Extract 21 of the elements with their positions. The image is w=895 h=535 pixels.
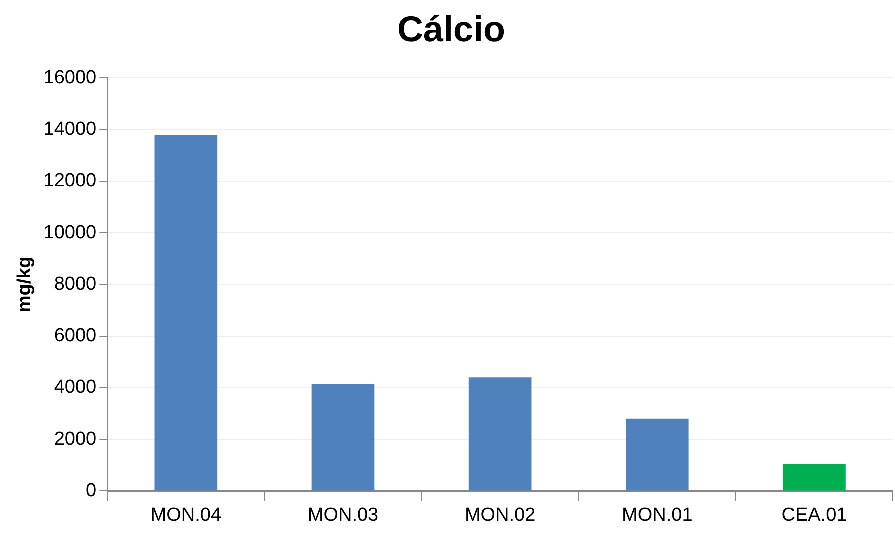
bar bbox=[468, 378, 532, 491]
x-tick-label: MON.04 bbox=[150, 504, 222, 526]
y-axis-title: mg/kg bbox=[14, 256, 36, 313]
y-tick-label: 16000 bbox=[44, 67, 97, 88]
y-tick-label: 2000 bbox=[54, 428, 97, 450]
y-tick-label: 8000 bbox=[54, 274, 97, 295]
x-tick-label: MON.03 bbox=[308, 504, 379, 526]
y-tick-label: 10000 bbox=[44, 222, 97, 244]
bar bbox=[312, 384, 375, 491]
y-tick-label: 0 bbox=[86, 480, 97, 502]
x-tick-label: MON.02 bbox=[464, 504, 536, 526]
chart-title: Cálcio bbox=[397, 8, 506, 50]
x-tick-label: MON.01 bbox=[622, 504, 693, 526]
y-tick-label: 12000 bbox=[44, 170, 97, 192]
bar bbox=[626, 418, 689, 491]
bar bbox=[783, 464, 846, 491]
y-tick-label: 14000 bbox=[44, 119, 97, 140]
y-tick-label: 6000 bbox=[54, 326, 97, 347]
y-tick-label: 4000 bbox=[54, 377, 97, 398]
x-tick-label: CEA.01 bbox=[782, 504, 848, 526]
bar bbox=[154, 134, 218, 491]
